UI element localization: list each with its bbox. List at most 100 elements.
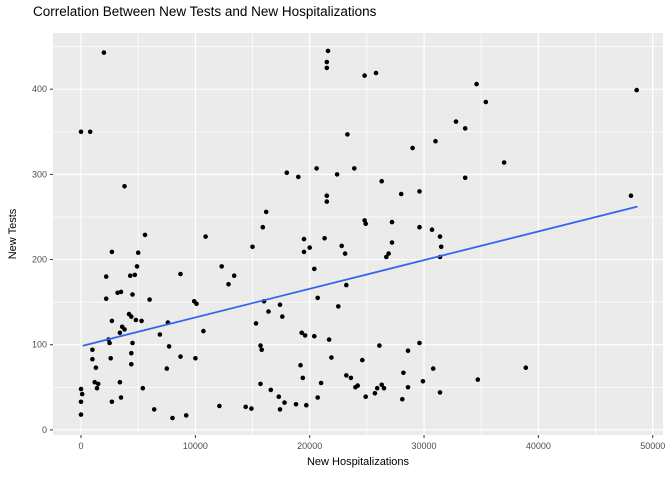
data-point <box>92 379 97 385</box>
data-point <box>253 321 259 326</box>
data-point <box>108 356 113 361</box>
data-point <box>314 166 319 171</box>
data-point <box>129 362 134 367</box>
data-point <box>140 385 146 391</box>
data-point <box>134 264 140 269</box>
x-tick-label: 30000 <box>412 441 437 451</box>
data-point <box>307 245 313 250</box>
data-point <box>243 404 248 410</box>
data-point <box>405 385 411 390</box>
data-point <box>360 357 365 363</box>
data-point <box>95 381 101 387</box>
data-point <box>336 304 341 309</box>
plot-panel <box>53 33 663 435</box>
y-axis-label: New Tests <box>7 208 19 260</box>
x-tick-label: 10000 <box>183 441 208 451</box>
chart-title: Correlation Between New Tests and New Ho… <box>33 4 377 19</box>
data-point <box>429 227 435 232</box>
data-point <box>298 362 303 368</box>
data-point <box>420 379 426 384</box>
data-point <box>362 73 367 78</box>
data-point <box>90 347 95 353</box>
data-point <box>109 399 115 405</box>
data-point <box>103 274 109 279</box>
data-point <box>312 333 317 339</box>
data-point <box>194 301 199 307</box>
data-point <box>453 119 459 124</box>
data-point <box>101 50 107 55</box>
data-point <box>386 251 391 256</box>
data-point <box>302 333 308 338</box>
data-point <box>501 160 507 165</box>
data-point <box>475 377 481 382</box>
data-point <box>259 347 265 353</box>
data-point <box>379 382 385 388</box>
data-point <box>178 354 183 359</box>
data-point <box>249 406 254 411</box>
data-point <box>462 126 468 131</box>
x-tick-label: 20000 <box>297 441 322 451</box>
data-point <box>301 249 307 255</box>
data-point <box>325 48 331 54</box>
data-point <box>363 394 369 400</box>
data-point <box>373 70 379 76</box>
y-tick-label: 100 <box>32 340 47 350</box>
data-point <box>277 302 283 308</box>
data-point <box>299 330 305 336</box>
data-point <box>130 292 135 297</box>
data-point <box>133 317 139 323</box>
data-point <box>276 394 282 400</box>
data-point <box>117 330 123 336</box>
data-point <box>384 254 389 260</box>
data-point <box>164 366 170 371</box>
data-point <box>170 415 175 421</box>
data-point <box>374 385 380 391</box>
data-point <box>293 402 299 407</box>
data-point <box>117 379 123 385</box>
data-point <box>483 99 489 105</box>
x-tick-label: 40000 <box>526 441 551 451</box>
data-point <box>628 193 634 198</box>
data-point <box>389 219 395 225</box>
data-point <box>398 191 404 197</box>
data-point <box>147 297 152 302</box>
x-axis-label: New Hospitalizations <box>306 456 410 468</box>
data-point <box>344 373 349 378</box>
data-point <box>87 129 93 135</box>
data-point <box>79 391 85 397</box>
data-point <box>296 174 301 180</box>
data-point <box>183 413 189 418</box>
data-point <box>78 412 84 417</box>
data-point <box>437 234 443 239</box>
data-point <box>258 343 263 348</box>
data-point <box>109 318 115 324</box>
data-point <box>329 355 334 360</box>
data-point <box>280 314 285 319</box>
data-point <box>462 175 468 181</box>
data-point <box>258 381 263 387</box>
data-point <box>277 407 283 412</box>
data-point <box>312 266 317 272</box>
data-point <box>304 402 309 408</box>
data-point <box>231 273 237 279</box>
data-point <box>301 236 307 242</box>
data-point <box>142 232 148 238</box>
data-point <box>94 385 100 391</box>
data-point <box>315 295 321 301</box>
data-point <box>122 327 127 332</box>
data-point <box>103 296 109 302</box>
y-tick-label: 0 <box>42 425 47 435</box>
data-point <box>326 337 332 342</box>
data-point <box>78 399 84 405</box>
data-point <box>372 391 378 396</box>
data-point <box>118 289 124 295</box>
data-point <box>135 250 141 255</box>
data-point <box>226 282 231 287</box>
data-point <box>417 224 422 230</box>
data-point <box>193 356 198 361</box>
data-point <box>219 264 224 269</box>
data-point <box>178 271 183 277</box>
data-point <box>130 340 135 346</box>
data-point <box>78 129 84 135</box>
